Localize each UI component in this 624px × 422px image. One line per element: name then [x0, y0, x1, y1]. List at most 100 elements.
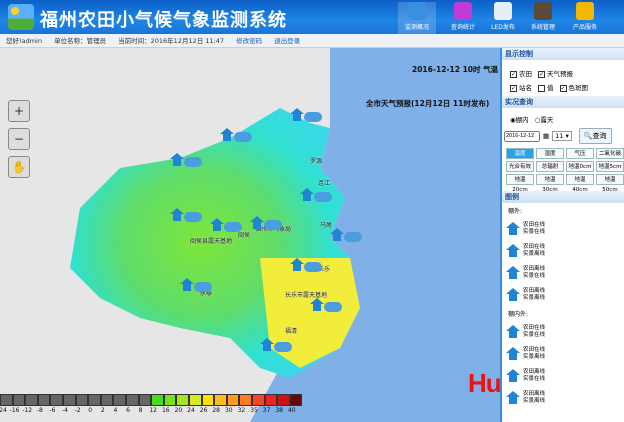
place-label: 连江 [318, 180, 331, 187]
legend-text: 农田离线 实景在线 [523, 266, 545, 280]
checkbox-0[interactable]: ✓ 农田 [510, 68, 532, 78]
user-label: 您好!admin [6, 37, 42, 45]
station-house-icon[interactable] [250, 216, 264, 230]
metric-button[interactable]: 地温50cm [596, 174, 624, 193]
scale-tick: -12 [22, 407, 33, 414]
place-label: 永泰 [200, 290, 213, 297]
station-house-icon[interactable] [260, 338, 274, 352]
time-label: 当前时间：2016年12月12日 11:47 [118, 37, 225, 45]
scale-swatch [277, 394, 290, 406]
metric-button[interactable]: 气压 [566, 148, 594, 159]
scale-swatch [113, 394, 126, 406]
place-label: 闽侯县露天基地 [190, 238, 233, 245]
date-input[interactable] [504, 130, 540, 142]
legend-item: 农田离线 实景在线 [506, 262, 564, 284]
radio-dot[interactable]: ○ [534, 116, 541, 124]
station-house-icon[interactable] [220, 128, 234, 142]
checkbox-box[interactable]: ✓ [559, 84, 567, 92]
scale-swatch [239, 394, 252, 406]
forecast-title: 全市天气预报(12月12日 11时发布) [366, 99, 490, 108]
legend-item: 农田离线 实景在线 [506, 365, 564, 387]
radio-1[interactable]: ○露天 [535, 114, 554, 124]
station-house-icon[interactable] [180, 278, 194, 292]
scale-tick: 35 [250, 407, 258, 414]
legend-item: 农田在线 实景离线 [506, 240, 564, 262]
map[interactable]: + − ✋ 2016-12-12 10时 气温 全市天气预报(12月12日 11… [0, 48, 500, 422]
zoom-in-icon[interactable]: + [8, 100, 30, 122]
station-house-icon[interactable] [170, 153, 184, 167]
hour-select[interactable]: 11 ▾ [552, 131, 572, 141]
scale-swatch [189, 394, 202, 406]
legend-line2: 实景离线 [523, 398, 546, 404]
heat-region-warm [260, 258, 360, 368]
checkbox-1[interactable]: ✓ 天气预报 [538, 68, 573, 78]
legend-line2: 实景在线 [523, 376, 546, 382]
station-house-icon[interactable] [290, 108, 304, 122]
metric-button[interactable]: 总辐射 [536, 161, 564, 172]
station-house-icon[interactable] [300, 188, 314, 202]
scale-tick: 37 [262, 407, 271, 414]
metric-button[interactable]: 地温40cm [566, 174, 594, 193]
metric-button[interactable]: 地温5cm [596, 161, 624, 172]
legend-line1: 农田在线 [523, 244, 546, 250]
nav-monitor[interactable]: 监测概况 [398, 2, 436, 34]
calendar-icon[interactable]: ▦ [543, 132, 550, 140]
checkbox-box[interactable] [538, 84, 545, 92]
scale-tick: 40 [287, 407, 296, 414]
scale-swatch [0, 394, 13, 406]
scale-tick: -2 [74, 407, 81, 414]
scale-swatch [63, 394, 76, 406]
weather-cloud-icon [324, 302, 342, 312]
scale-tick: 38 [275, 407, 284, 414]
metric-button[interactable]: 温度 [506, 148, 534, 159]
scale-swatch [88, 394, 101, 406]
scale-swatch [226, 394, 240, 406]
station-house-icon[interactable] [170, 208, 184, 222]
station-house-icon[interactable] [210, 218, 224, 232]
checkbox-3[interactable]: 值 [538, 82, 554, 92]
nav-checkmark[interactable]: LED发布 [484, 2, 522, 34]
radio-dot[interactable]: ◉ [510, 116, 516, 124]
station-house-icon[interactable] [330, 228, 344, 242]
checkbox-box[interactable]: ✓ [510, 84, 517, 92]
metric-button[interactable]: 湿度 [536, 148, 564, 159]
scale-swatch [151, 394, 164, 406]
checkmark-icon [494, 2, 512, 20]
scale-swatch [37, 394, 51, 406]
weather-cloud-icon [274, 342, 292, 352]
nav-label: LED发布 [491, 24, 515, 31]
weather-cloud-icon [234, 132, 252, 142]
station-house-icon [506, 222, 520, 236]
logout-link[interactable]: 退出登录 [274, 37, 301, 45]
checkbox-2[interactable]: ✓ 站名 [510, 82, 532, 92]
weather-cloud-icon [304, 112, 322, 122]
place-label: 马尾 [320, 222, 333, 229]
station-house-icon[interactable] [290, 258, 304, 272]
nav-document[interactable]: 产品服务 [566, 2, 604, 34]
metric-button[interactable]: 光合有效 [506, 161, 534, 172]
change-password-link[interactable]: 修改密码 [236, 37, 263, 45]
checkbox-box[interactable]: ✓ [510, 70, 517, 78]
pan-icon[interactable]: ✋ [8, 156, 30, 178]
query-button[interactable]: 🔍查询 [578, 128, 612, 144]
metric-button[interactable]: 地温30cm [536, 174, 564, 193]
checkbox-box[interactable]: ✓ [538, 70, 545, 78]
checkbox-4[interactable]: ✓ 色斑图 [559, 82, 588, 92]
scale-tick: 26 [199, 407, 208, 414]
legend-text: 农田离线 实景离线 [523, 391, 545, 405]
metric-button[interactable]: 地温0cm [566, 161, 594, 172]
nav-search-stats[interactable]: 查询统计 [444, 2, 482, 34]
place-label: 福清 [285, 328, 298, 335]
weather-cloud-icon [224, 222, 242, 232]
metric-button[interactable]: 地温20cm [506, 174, 534, 193]
zoom-out-icon[interactable]: − [8, 128, 30, 150]
station-house-icon[interactable] [310, 298, 324, 312]
weather-cloud-icon [314, 192, 332, 202]
metric-button[interactable]: 二氧化碳 [596, 148, 624, 159]
scale-tick: 16 [161, 407, 170, 414]
legend-item: 农田在线 实景在线 [506, 321, 564, 343]
legend-line1: 农田在线 [523, 222, 546, 228]
legend-text: 农田在线 实景离线 [523, 347, 545, 361]
radio-0[interactable]: ◉棚内 [510, 114, 529, 124]
nav-gear[interactable]: 系统管理 [524, 2, 562, 34]
